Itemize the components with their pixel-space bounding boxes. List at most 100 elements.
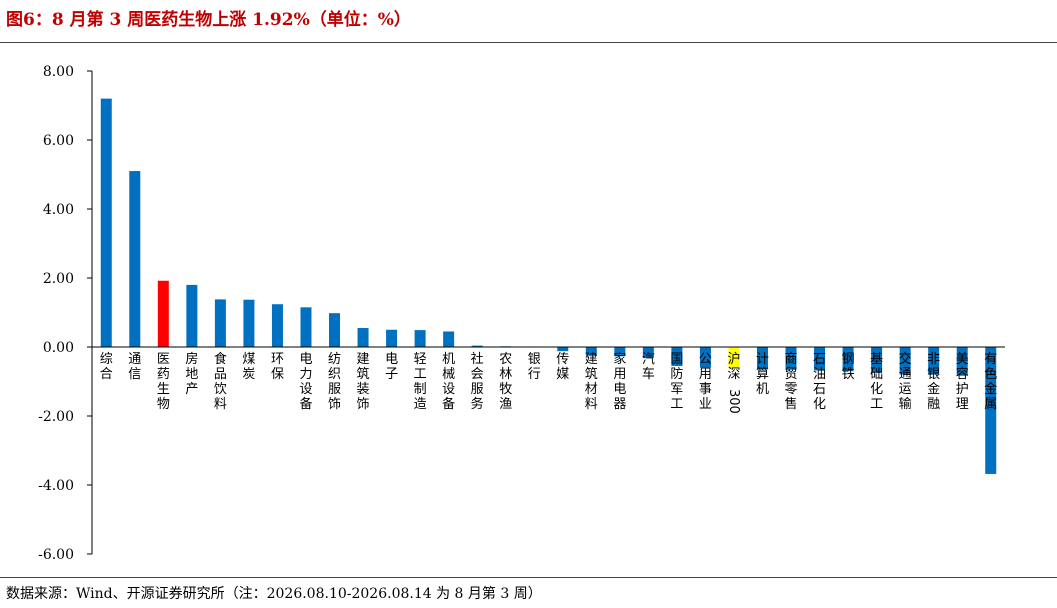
- category-label-char: 务: [471, 396, 484, 412]
- category-label-char: 子: [385, 367, 398, 382]
- category-label-char: 筑: [585, 366, 598, 382]
- bar-10: [357, 328, 369, 347]
- bottom-divider: [0, 577, 1057, 578]
- category-label-char: 非: [927, 352, 940, 367]
- category-label-char: 化: [870, 382, 883, 397]
- category-label-char: 合: [100, 367, 113, 382]
- y-tick-label: 2.00: [43, 271, 74, 287]
- bar-11: [386, 329, 398, 347]
- category-label-char: 通: [128, 352, 141, 367]
- category-label-char: 色: [984, 366, 997, 382]
- category-label-char: 护: [956, 382, 969, 397]
- category-label-char: 交: [899, 351, 912, 367]
- category-label-char: 传: [556, 352, 569, 367]
- bar-29: [899, 347, 911, 375]
- bar-19: [614, 347, 626, 357]
- category-label-2: 通信: [128, 352, 141, 382]
- y-tick-label: -2.00: [38, 409, 74, 425]
- category-label-char: 军: [670, 382, 683, 397]
- bar-30: [928, 347, 940, 375]
- category-label-char: 医: [157, 352, 170, 367]
- category-label-16: 银行: [528, 352, 541, 382]
- category-label-char: 商: [785, 352, 798, 367]
- category-label-char: 工: [870, 397, 883, 412]
- category-label-char: 美: [956, 352, 969, 367]
- category-label-char: 物: [157, 397, 170, 412]
- category-label-char: 织: [328, 367, 341, 382]
- category-label-char: 饮: [214, 382, 227, 397]
- category-label-7: 环保: [271, 352, 284, 382]
- category-label-char: 贸: [785, 367, 798, 382]
- category-label-char: 料: [214, 397, 227, 412]
- bar-13: [443, 331, 455, 347]
- bar-9: [329, 313, 341, 347]
- category-label-char: 农: [499, 352, 512, 367]
- category-label-char: 林: [499, 367, 512, 382]
- category-label-char: 信: [128, 367, 141, 382]
- category-label-char: 牧: [499, 382, 512, 397]
- category-label-char: 生: [157, 382, 170, 397]
- category-label-char: 综: [100, 352, 113, 367]
- category-label-17: 传媒: [556, 352, 569, 382]
- category-label-6: 煤炭: [242, 352, 255, 382]
- category-label-char: 石: [813, 382, 826, 397]
- category-label-char: 炭: [242, 367, 255, 382]
- category-label-char: 理: [956, 397, 969, 412]
- category-label-char: 础: [870, 367, 883, 382]
- category-label-char: 输: [899, 396, 912, 412]
- chart-title: 图6：8 月第 3 周医药生物上涨 1.92%（单位：%）: [6, 10, 411, 30]
- y-tick-label: 0.00: [43, 340, 74, 356]
- category-label-char: 工: [414, 367, 427, 382]
- category-label-char: 用: [699, 367, 712, 382]
- category-label-3: 医药生物: [157, 352, 170, 412]
- category-label-char: 轻: [414, 352, 427, 367]
- category-label-char: 售: [785, 396, 798, 412]
- category-label-char: 造: [414, 397, 427, 412]
- category-label-char: 铁: [842, 367, 855, 382]
- bar-3: [157, 280, 169, 347]
- category-label-char: 建: [585, 352, 598, 367]
- category-label-char: 械: [442, 367, 455, 382]
- category-label-char: 家: [613, 351, 626, 367]
- category-label-char: 电: [613, 382, 626, 397]
- category-label-char: 计: [756, 352, 769, 367]
- bar-28: [871, 347, 883, 373]
- category-label-char: 防: [670, 366, 683, 382]
- category-label-char: 品: [214, 367, 227, 382]
- bar-20: [642, 347, 654, 359]
- bar-1: [100, 98, 112, 347]
- category-label-char: 社: [471, 351, 484, 367]
- category-label-23: 沪深 300: [726, 351, 741, 414]
- category-label-char: 业: [699, 397, 712, 412]
- category-label-char: 沪: [727, 351, 740, 367]
- category-label-char: 融: [927, 397, 940, 412]
- category-label-char: 机: [756, 382, 769, 397]
- category-label-char: 房: [185, 351, 198, 367]
- bar-4: [186, 284, 198, 347]
- category-label-char: 属: [984, 397, 997, 412]
- y-tick-label: 4.00: [43, 202, 74, 218]
- category-label-char: 金: [927, 381, 940, 397]
- category-label-char: 有: [984, 352, 997, 367]
- bar-5: [214, 299, 226, 347]
- category-label-char: 药: [157, 367, 170, 382]
- category-label-char: 零: [785, 382, 798, 397]
- category-label-char: 纺: [328, 352, 341, 367]
- category-label-27: 钢铁: [842, 352, 855, 382]
- category-label-char: 饰: [328, 397, 341, 412]
- category-label-11: 电子: [385, 352, 398, 382]
- category-label-char: 力: [299, 367, 312, 382]
- category-label-char: 电: [385, 352, 398, 367]
- category-label-char: 用: [613, 367, 626, 382]
